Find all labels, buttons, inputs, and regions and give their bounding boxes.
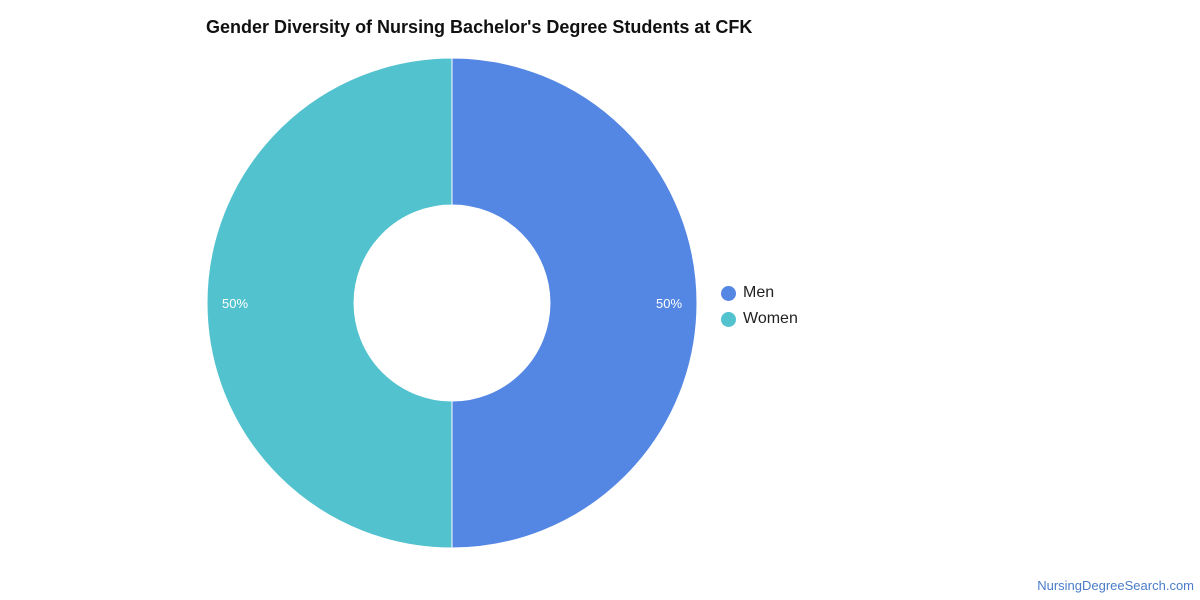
donut-slice-women[interactable] [206,57,453,549]
legend-label-men: Men [743,284,775,301]
slice-label-women: 50% [222,296,248,311]
legend-swatch-men [721,285,736,301]
chart-title: Gender Diversity of Nursing Bachelor's D… [206,17,753,37]
chart-legend: Men Women [721,280,798,332]
legend-item-women[interactable]: Women [721,306,798,332]
legend-item-men[interactable]: Men [721,280,798,306]
donut-slice-men[interactable] [451,57,698,549]
slice-label-men: 50% [656,296,682,311]
legend-swatch-women [721,311,736,327]
legend-label-women: Women [743,310,798,327]
source-link[interactable]: NursingDegreeSearch.com [1037,578,1194,593]
